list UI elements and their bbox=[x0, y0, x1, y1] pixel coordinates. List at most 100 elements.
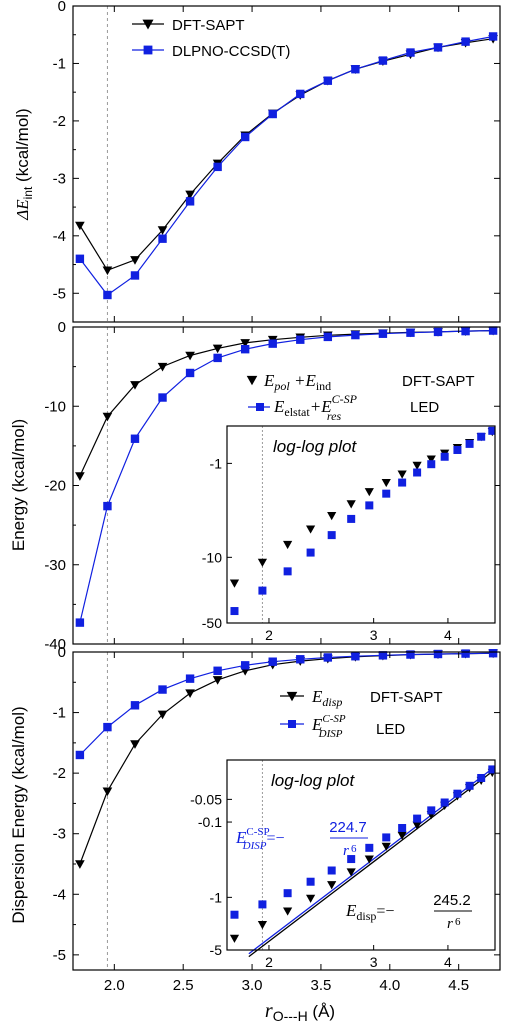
inset-point-1-0-7 bbox=[381, 478, 391, 488]
legend-method-3-0: DFT-SAPT bbox=[370, 689, 443, 706]
inset-point-2-1-15 bbox=[488, 765, 495, 774]
inset-point-1-1-0 bbox=[230, 607, 239, 616]
legend-part: E bbox=[273, 397, 285, 416]
point-2-1-15 bbox=[488, 649, 498, 658]
point-1-1-7 bbox=[268, 339, 277, 348]
legend-label-2-1: Eelstat+EC-SP res bbox=[273, 392, 358, 423]
legend-part: res bbox=[327, 409, 342, 423]
ytick-label-0-1: -1 bbox=[53, 55, 66, 72]
point-2-1-5 bbox=[213, 666, 222, 675]
inset-fit-line-2-0 bbox=[248, 766, 496, 955]
ytick-label-2-4: -4 bbox=[53, 886, 66, 903]
ytick-label-1-2: -20 bbox=[44, 478, 66, 495]
legend-part: C-SP bbox=[332, 392, 358, 406]
point-2-1-9 bbox=[323, 653, 333, 662]
fit-lhs-sup: C-SP bbox=[246, 826, 269, 838]
series-line-0-0 bbox=[79, 38, 494, 272]
inset-title-1: log-log plot bbox=[273, 437, 357, 456]
point-2-1-8 bbox=[296, 655, 305, 664]
ytick-label-2-5: -5 bbox=[53, 947, 66, 964]
fit-lhs: E bbox=[235, 828, 247, 847]
series-markers bbox=[75, 32, 498, 869]
inset-xtick-label-1-1: 3 bbox=[370, 627, 378, 643]
point-1-1-15 bbox=[488, 326, 498, 335]
xtick-label-5: 4.5 bbox=[448, 977, 469, 994]
point-1-0-1 bbox=[102, 412, 113, 422]
fit-den-1: r bbox=[447, 916, 453, 932]
inset-point-2-1-0 bbox=[230, 910, 239, 919]
inset-point-2-1-9 bbox=[413, 814, 422, 823]
legend-part: disp bbox=[322, 695, 342, 709]
legend-method-2-0: DFT-SAPT bbox=[402, 373, 475, 390]
inset-point-1-1-11 bbox=[440, 452, 449, 461]
point-1-1-2 bbox=[130, 434, 140, 443]
legend-marker-2-0 bbox=[246, 375, 258, 386]
inset-xtick-label-2-0: 2 bbox=[265, 954, 273, 970]
inset-point-2-0-1 bbox=[257, 921, 268, 930]
inset-point-1-0-8 bbox=[397, 470, 407, 479]
inset-point-2-1-3 bbox=[306, 877, 315, 886]
point-2-1-6 bbox=[240, 661, 250, 670]
fit-num-0: 224.7 bbox=[329, 819, 367, 836]
point-2-1-13 bbox=[433, 649, 443, 659]
y-axis-title-3: Dispersion Energy (kcal/mol) bbox=[9, 706, 28, 923]
point-0-1-2 bbox=[130, 271, 140, 280]
ytick-label-1-1: -10 bbox=[44, 398, 66, 415]
fit-sign: =− bbox=[376, 903, 394, 920]
point-2-1-4 bbox=[185, 674, 195, 683]
fit-den-0: r bbox=[343, 843, 349, 859]
ytick-label-0-0: 0 bbox=[58, 0, 66, 15]
inset-xtick-label-1-0: 2 bbox=[265, 627, 273, 643]
point-0-1-15 bbox=[488, 32, 498, 41]
y-axis-title-unit: (kcal/mol) bbox=[13, 108, 32, 186]
fit-lhs-sub: disp bbox=[356, 909, 376, 923]
inset-point-1-0-4 bbox=[327, 512, 337, 521]
point-0-1-6 bbox=[240, 132, 250, 142]
point-2-1-2 bbox=[130, 701, 140, 710]
inset-point-2-0-9 bbox=[412, 821, 422, 830]
ytick-label-2-2: -2 bbox=[53, 765, 66, 782]
point-0-1-9 bbox=[323, 76, 333, 85]
legend-label-3-0: Edisp bbox=[311, 687, 342, 709]
inset-point-1-0-2 bbox=[283, 540, 293, 550]
inset-point-2-1-13 bbox=[465, 781, 474, 790]
point-2-1-7 bbox=[268, 657, 277, 666]
inset-xtick-label-1-2: 4 bbox=[444, 627, 452, 643]
point-2-1-3 bbox=[158, 685, 167, 694]
point-1-1-3 bbox=[158, 393, 167, 402]
y-axis-title-1: ΔEint (kcal/mol) bbox=[13, 108, 35, 220]
point-1-1-8 bbox=[296, 335, 305, 344]
inset-point-1-1-3 bbox=[306, 548, 315, 557]
point-2-1-12 bbox=[406, 650, 415, 659]
ytick-label-2-0: 0 bbox=[58, 644, 66, 661]
point-1-0-6 bbox=[240, 339, 251, 348]
inset-point-1-1-15 bbox=[488, 426, 495, 435]
point-1-0-2 bbox=[130, 381, 140, 390]
point-2-0-5 bbox=[212, 676, 223, 685]
x-axis-title-unit: (Å) bbox=[308, 1002, 335, 1021]
inset-point-2-0-0 bbox=[229, 934, 240, 943]
inset-point-1-0-9 bbox=[412, 461, 422, 470]
inset-point-1-1-14 bbox=[477, 432, 486, 441]
legend-part: +E bbox=[290, 371, 317, 390]
inset-point-1-1-4 bbox=[327, 531, 336, 540]
inset-point-1-1-7 bbox=[382, 489, 391, 498]
legend-label-2-0: Epol +Eind bbox=[263, 371, 331, 393]
point-1-1-6 bbox=[240, 344, 250, 354]
axes-frames bbox=[72, 5, 501, 971]
legend-part: elstat bbox=[284, 405, 310, 419]
inset-point-1-1-10 bbox=[427, 460, 436, 469]
inset-xtick-label-2-2: 4 bbox=[444, 954, 452, 970]
y-axis-title-sub: int bbox=[21, 186, 35, 199]
legend-label-1: DLPNO-CCSD(T) bbox=[172, 43, 290, 60]
inset-point-2-1-1 bbox=[258, 900, 267, 909]
inset-title-2: log-log plot bbox=[271, 771, 355, 790]
insets: -1 -10 -50 2 3 4 log-log plot -0.05 -0.1 -1 -5 2 3 4 l… bbox=[190, 425, 496, 970]
inset-points-1 bbox=[229, 426, 495, 616]
x-axis-title-sub: O---H bbox=[273, 1008, 308, 1024]
point-1-1-4 bbox=[185, 368, 195, 378]
inset-ytick-label-2-3: -5 bbox=[210, 942, 223, 958]
point-1-1-1 bbox=[103, 501, 112, 511]
series-line-0-1 bbox=[79, 35, 494, 296]
